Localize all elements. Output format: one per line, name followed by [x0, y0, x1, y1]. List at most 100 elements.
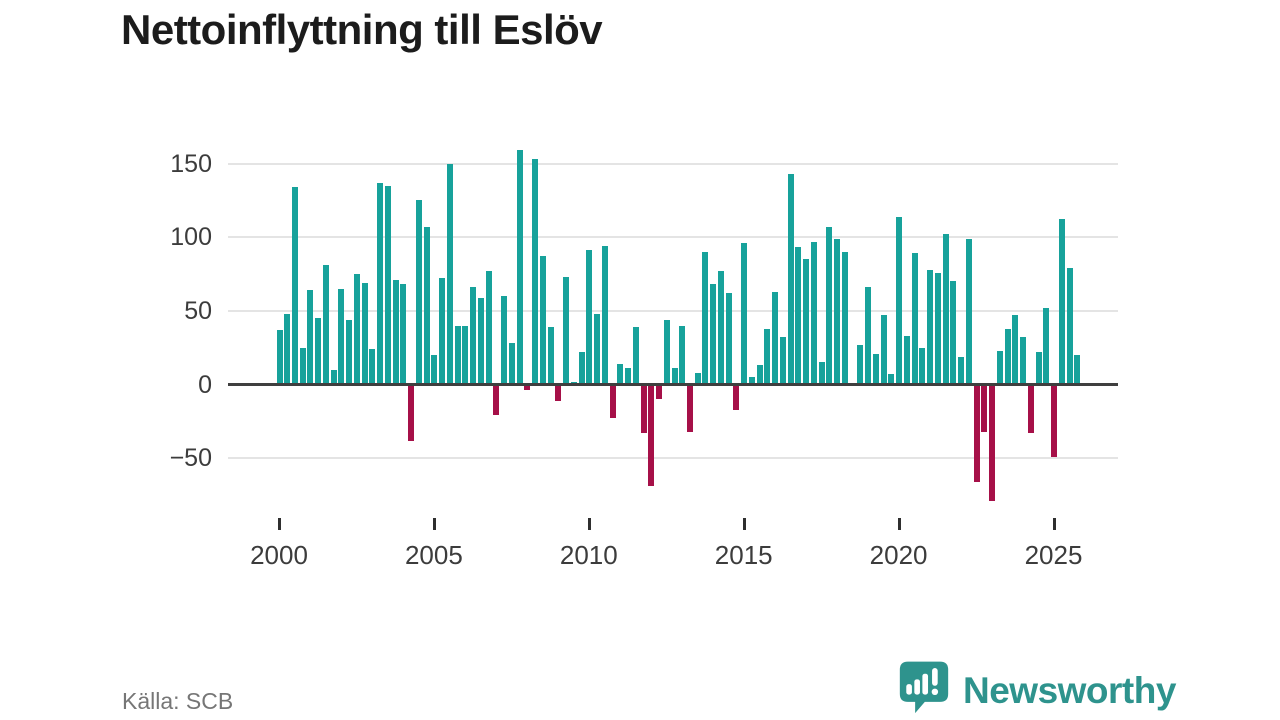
bar-2005Q1: [431, 355, 438, 385]
bar-2011Q4: [640, 386, 647, 434]
bar-2007Q3: [508, 343, 515, 385]
bar-2022Q4: [981, 386, 988, 432]
bar-2024Q4: [1043, 307, 1050, 385]
bar-2018Q4: [857, 344, 864, 385]
bar-2013Q2: [686, 386, 693, 432]
bar-2000Q2: [284, 313, 291, 385]
bar-2003Q3: [384, 185, 391, 385]
bar-2009Q4: [578, 352, 585, 385]
bar-2023Q4: [1012, 315, 1019, 385]
bar-2009Q1: [555, 386, 562, 401]
bar-2010Q1: [586, 250, 593, 385]
bar-2011Q3: [632, 327, 639, 385]
x-tick-label-2020: 2020: [869, 540, 928, 570]
bar-2011Q1: [617, 363, 624, 385]
x-tick-label-2025: 2025: [1024, 540, 1083, 570]
newsworthy-logo: Newsworthy: [898, 660, 1176, 720]
bar-2017Q1: [803, 259, 810, 385]
x-tick-label-2010: 2010: [559, 540, 618, 570]
bar-2017Q4: [826, 226, 833, 385]
y-tick-label--50: −50: [169, 444, 212, 473]
gridline-100: [228, 236, 1118, 239]
bar-2007Q1: [493, 386, 500, 416]
bar-2015Q2: [748, 377, 755, 385]
bar-2025Q1: [1051, 386, 1057, 457]
x-tick-2010: [587, 518, 591, 530]
bar-2009Q2: [563, 276, 570, 385]
bar-2004Q1: [400, 284, 407, 385]
bar-2018Q2: [841, 251, 848, 385]
bar-2014Q2: [717, 271, 724, 385]
gridline-50: [228, 309, 1118, 312]
page-title: Nettoinflyttning till Eslöv: [121, 6, 603, 53]
bar-2005Q2: [439, 278, 446, 385]
bar-2017Q2: [810, 241, 817, 385]
bar-2004Q4: [423, 226, 430, 385]
bar-2002Q3: [353, 274, 360, 385]
bar-2005Q3: [446, 163, 453, 385]
x-tick-label-2005: 2005: [404, 540, 463, 570]
y-tick-label-150: 150: [170, 149, 212, 178]
bar-2006Q4: [485, 271, 492, 385]
bar-2019Q1: [865, 287, 872, 385]
bar-2014Q1: [710, 284, 717, 385]
bar-2019Q3: [880, 315, 887, 385]
bar-2023Q3: [1004, 328, 1011, 385]
bar-2012Q2: [656, 386, 662, 400]
x-tick-2015: [742, 518, 746, 530]
bar-2008Q1: [524, 386, 531, 391]
bar-2003Q4: [392, 279, 399, 385]
bar-2023Q1: [989, 386, 996, 501]
bar-2025Q2: [1058, 219, 1065, 385]
bar-2016Q1: [772, 291, 779, 385]
bar-2019Q4: [888, 374, 895, 385]
bar-2004Q2: [408, 386, 415, 441]
bar-2020Q3: [911, 253, 918, 385]
bar-2025Q3: [1066, 268, 1073, 385]
bar-2008Q3: [539, 256, 546, 385]
bar-2002Q1: [338, 288, 345, 385]
bar-2012Q3: [663, 319, 670, 385]
bar-2021Q2: [934, 272, 941, 385]
bar-2004Q3: [415, 200, 422, 385]
bar-2020Q4: [919, 347, 926, 385]
bar-2000Q4: [299, 347, 306, 385]
bar-2021Q3: [942, 234, 949, 385]
bar-2020Q1: [896, 216, 903, 385]
bar-2007Q4: [516, 150, 523, 385]
bar-2010Q2: [594, 313, 601, 385]
x-tick-2000: [278, 518, 281, 530]
bar-2001Q2: [315, 318, 322, 385]
bar-2002Q2: [346, 319, 353, 385]
gridline--50: [228, 457, 1118, 460]
x-tick-2025: [1052, 518, 1056, 530]
bar-2014Q3: [725, 293, 732, 385]
bar-2024Q1: [1020, 337, 1027, 385]
bar-2010Q3: [601, 246, 608, 385]
bar-2024Q2: [1027, 386, 1034, 434]
bar-2016Q4: [795, 247, 802, 385]
bar-2021Q1: [927, 269, 934, 385]
bar-2018Q1: [834, 238, 841, 385]
bar-2001Q1: [307, 290, 314, 385]
bar-2008Q2: [532, 159, 539, 385]
bar-2002Q4: [361, 282, 368, 385]
bar-2013Q4: [702, 251, 709, 385]
bar-2006Q3: [477, 297, 484, 385]
bar-2003Q1: [369, 349, 376, 385]
gridline-150: [228, 162, 1118, 165]
bar-2003Q2: [377, 182, 384, 385]
bar-2023Q2: [996, 350, 1003, 385]
bar-2014Q4: [733, 386, 740, 410]
x-tick-2005: [432, 518, 436, 530]
x-tick-2020: [897, 518, 901, 530]
zero-axis-line: [228, 383, 1118, 386]
bar-2000Q3: [291, 187, 298, 385]
bar-chart-exclamation-speech-bubble-icon: [898, 660, 950, 720]
bar-2015Q1: [741, 243, 748, 385]
bar-2013Q3: [694, 372, 701, 385]
bar-2017Q3: [818, 362, 825, 385]
bar-2025Q4: [1074, 355, 1081, 385]
